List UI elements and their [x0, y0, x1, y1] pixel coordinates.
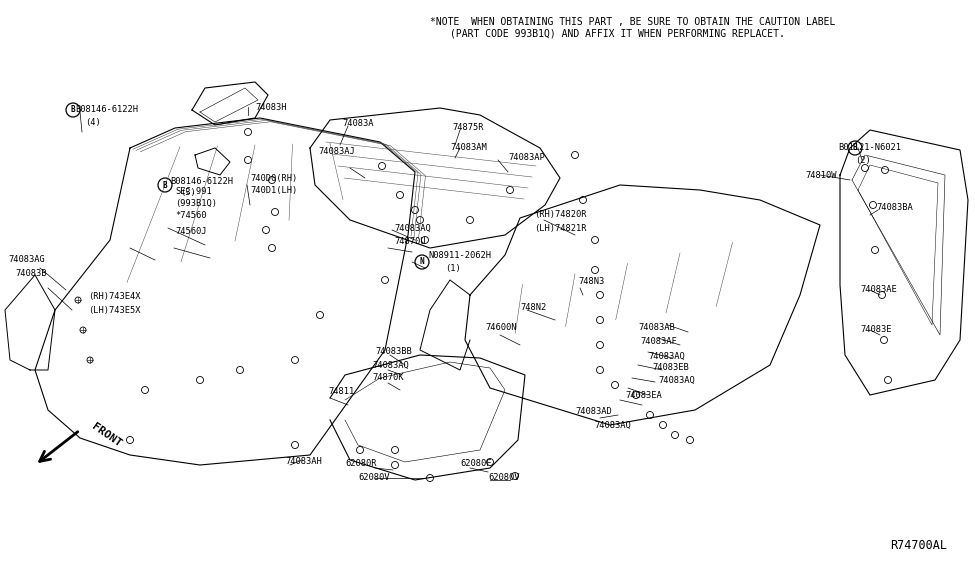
Text: 74811: 74811	[328, 388, 354, 397]
Text: 74083AQ: 74083AQ	[658, 375, 695, 384]
Text: 74083EB: 74083EB	[652, 363, 688, 372]
Text: (PART CODE 993B1Q) AND AFFIX IT WHEN PERFORMING REPLACET.: (PART CODE 993B1Q) AND AFFIX IT WHEN PER…	[450, 29, 785, 39]
Text: 74083AE: 74083AE	[860, 285, 897, 294]
Text: 740D1(LH): 740D1(LH)	[250, 186, 297, 195]
Text: B: B	[70, 105, 75, 114]
Text: SEC.991: SEC.991	[175, 187, 212, 196]
Text: 62080R: 62080R	[345, 458, 376, 468]
Text: 74600N: 74600N	[485, 324, 517, 332]
Text: N: N	[419, 258, 424, 267]
Text: (LH)743E5X: (LH)743E5X	[88, 306, 140, 315]
Text: 74083H: 74083H	[255, 102, 287, 112]
Text: 74083AQ: 74083AQ	[394, 224, 431, 233]
Text: 74083AF: 74083AF	[640, 337, 677, 346]
Text: 74870K: 74870K	[372, 374, 404, 383]
Text: 74083B: 74083B	[15, 269, 47, 278]
Text: 74083AQ: 74083AQ	[372, 361, 409, 370]
Text: B08146-6122H: B08146-6122H	[170, 178, 233, 187]
Text: 62080V: 62080V	[488, 474, 520, 482]
Text: (2): (2)	[855, 156, 871, 165]
Text: 74810W: 74810W	[805, 170, 837, 179]
Text: 74083AQ: 74083AQ	[594, 421, 631, 430]
Text: (LH)74821R: (LH)74821R	[534, 224, 587, 233]
Text: *NOTE  WHEN OBTAINING THIS PART , BE SURE TO OBTAIN THE CAUTION LABEL: *NOTE WHEN OBTAINING THIS PART , BE SURE…	[430, 17, 836, 27]
Text: (993B1Q): (993B1Q)	[175, 199, 217, 208]
Text: N08911-2062H: N08911-2062H	[428, 251, 491, 260]
Text: (4): (4)	[85, 118, 100, 126]
Text: 74083E: 74083E	[860, 325, 891, 335]
Text: 748N2: 748N2	[520, 303, 546, 312]
Text: 74560J: 74560J	[175, 228, 207, 237]
Text: 62080V: 62080V	[358, 474, 389, 482]
Text: (RH)743E4X: (RH)743E4X	[88, 291, 140, 301]
Text: 740D0(RH): 740D0(RH)	[250, 174, 297, 182]
Text: 74870U: 74870U	[394, 237, 425, 246]
Text: (1): (1)	[445, 264, 461, 272]
Text: 74083EA: 74083EA	[625, 391, 662, 400]
Text: 74083AG: 74083AG	[8, 255, 45, 264]
Text: 74083AJ: 74083AJ	[318, 148, 355, 157]
Text: B: B	[163, 181, 168, 190]
Text: 74083AH: 74083AH	[285, 457, 322, 466]
Text: 74083AM: 74083AM	[450, 144, 487, 152]
Text: 748N3: 748N3	[578, 277, 604, 286]
Text: 74083A: 74083A	[342, 118, 373, 127]
Text: 74083AQ: 74083AQ	[648, 351, 684, 361]
Text: 74083AB: 74083AB	[638, 324, 675, 332]
Text: B01121-N6021: B01121-N6021	[838, 143, 901, 152]
Text: 74083AD: 74083AD	[575, 408, 611, 417]
Text: 74083BB: 74083BB	[375, 348, 411, 357]
Text: R74700AL: R74700AL	[890, 539, 947, 552]
Text: 74083BA: 74083BA	[876, 204, 913, 212]
Text: (RH)74820R: (RH)74820R	[534, 211, 587, 220]
Text: B: B	[853, 144, 857, 152]
Text: FRONT: FRONT	[90, 421, 124, 449]
Text: (3): (3)	[180, 188, 196, 198]
Text: 74875R: 74875R	[452, 123, 484, 132]
Text: 62080F: 62080F	[460, 458, 491, 468]
Text: B08146-6122H: B08146-6122H	[75, 105, 138, 114]
Text: 74083AP: 74083AP	[508, 153, 545, 162]
Text: *74560: *74560	[175, 211, 207, 220]
